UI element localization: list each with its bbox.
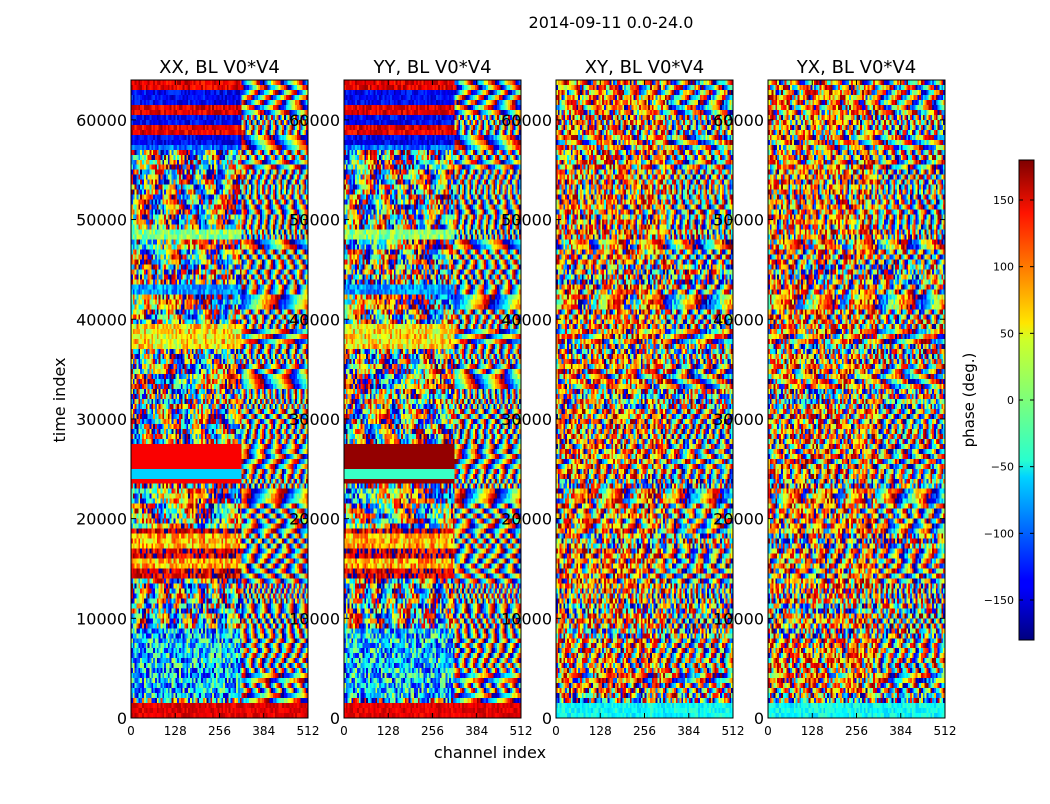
y-tick-label: 40000 [501, 310, 552, 329]
x-tick-label: 256 [421, 724, 444, 738]
panels-group: XX, BL V0*V4 0 128 256 384 512 0 10000 20000 3000… [76, 57, 956, 738]
x-tick-label: 512 [510, 724, 533, 738]
heatmap-image-yy [344, 80, 521, 718]
panel-title: YY, BL V0*V4 [372, 57, 491, 78]
colorbar-tick-label: 100 [993, 261, 1014, 274]
colorbar-label: phase (deg.) [960, 353, 978, 448]
y-tick-label: 30000 [289, 410, 340, 429]
panel-xx: XX, BL V0*V4 0 128 256 384 512 0 10000 20000 3000… [76, 57, 319, 738]
colorbar-tick-label: −150 [984, 594, 1014, 607]
colorbar-gradient [1019, 160, 1034, 640]
y-tick-label: 60000 [76, 111, 127, 130]
x-tick-label: 384 [677, 724, 700, 738]
y-tick-label: 40000 [289, 310, 340, 329]
y-tick-label: 30000 [76, 410, 127, 429]
x-tick-label: 0 [340, 724, 348, 738]
y-axis-label: time index [50, 357, 69, 442]
y-tick-label: 30000 [713, 410, 764, 429]
colorbar-tick-label: −100 [984, 527, 1014, 540]
x-tick-label: 512 [934, 724, 957, 738]
y-tick-label: 10000 [76, 609, 127, 628]
colorbar-tick-label: −50 [991, 461, 1014, 474]
panel-xy: XY, BL V0*V4 0 128 256 384 512 0 10000 20000 3000… [501, 57, 744, 738]
y-tick-label: 50000 [501, 211, 552, 230]
y-tick-label: 10000 [501, 609, 552, 628]
y-tick-label: 60000 [713, 111, 764, 130]
x-axis-label: channel index [434, 743, 546, 762]
colorbar-tick-label: 0 [1007, 394, 1014, 407]
y-tick-label: 60000 [501, 111, 552, 130]
x-tick-label: 512 [297, 724, 320, 738]
x-tick-label: 384 [465, 724, 488, 738]
x-tick-label: 384 [252, 724, 275, 738]
x-tick-label: 256 [633, 724, 656, 738]
x-tick-label: 512 [722, 724, 745, 738]
panel-yx: YX, BL V0*V4 0 128 256 384 512 0 10000 20000 3000… [713, 57, 956, 738]
x-tick-label: 0 [127, 724, 135, 738]
panel-yy: YY, BL V0*V4 0 128 256 384 512 0 10000 20000 3000… [289, 57, 532, 738]
heatmap-image-xx [131, 80, 308, 718]
figure-suptitle: 2014-09-11 0.0-24.0 [529, 13, 694, 32]
panel-title: YX, BL V0*V4 [796, 57, 916, 78]
y-tick-label: 20000 [713, 510, 764, 529]
y-tick-label: 50000 [713, 211, 764, 230]
y-tick-label: 20000 [76, 510, 127, 529]
x-tick-label: 128 [164, 724, 187, 738]
x-tick-label: 0 [764, 724, 772, 738]
y-tick-label: 20000 [501, 510, 552, 529]
y-tick-label: 0 [542, 709, 552, 728]
y-tick-label: 40000 [713, 310, 764, 329]
y-tick-label: 20000 [289, 510, 340, 529]
y-tick-label: 0 [754, 709, 764, 728]
y-tick-label: 10000 [713, 609, 764, 628]
y-tick-label: 10000 [289, 609, 340, 628]
heatmap-image-yx [768, 80, 945, 718]
x-tick-label: 256 [845, 724, 868, 738]
y-tick-label: 50000 [289, 211, 340, 230]
x-tick-label: 256 [208, 724, 231, 738]
y-tick-label: 30000 [501, 410, 552, 429]
y-tick-label: 40000 [76, 310, 127, 329]
panel-title: XY, BL V0*V4 [585, 57, 704, 78]
y-tick-label: 0 [330, 709, 340, 728]
x-tick-label: 0 [552, 724, 560, 738]
x-tick-label: 128 [377, 724, 400, 738]
y-tick-label: 0 [117, 709, 127, 728]
colorbar: −150 −100 −50 0 50 100 150 phase (deg.) [960, 159, 1035, 641]
heatmap-image-xy [556, 80, 733, 718]
panel-title: XX, BL V0*V4 [159, 57, 280, 78]
colorbar-tick-label: 150 [993, 194, 1014, 207]
x-tick-label: 384 [889, 724, 912, 738]
colorbar-tick-label: 50 [1000, 327, 1014, 340]
y-tick-label: 50000 [76, 211, 127, 230]
y-tick-label: 60000 [289, 111, 340, 130]
x-tick-label: 128 [589, 724, 612, 738]
x-tick-label: 128 [801, 724, 824, 738]
